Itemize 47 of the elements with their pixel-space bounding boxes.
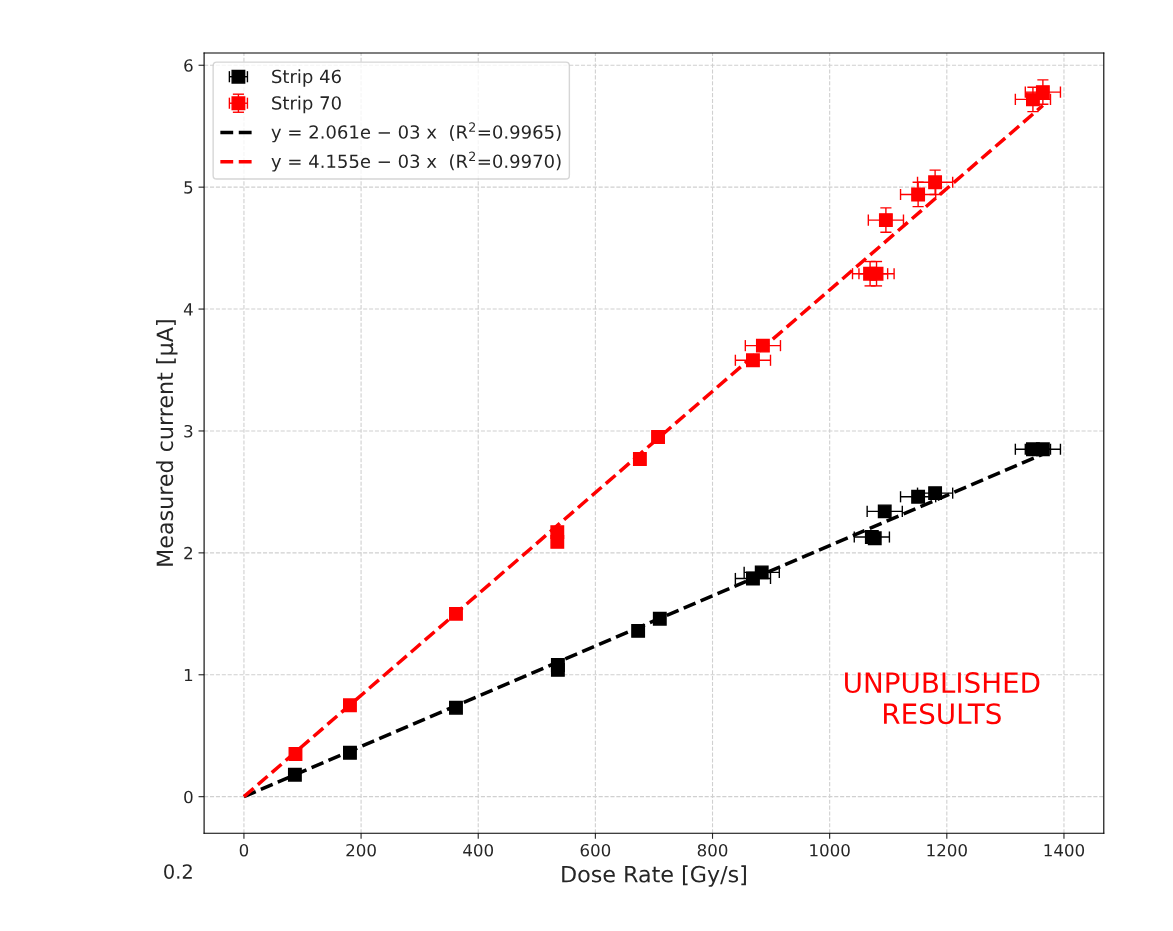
legend-label: Strip 46 <box>272 69 341 87</box>
point <box>928 175 943 190</box>
point <box>869 266 884 281</box>
y-tick-label: 1 <box>184 668 193 682</box>
point <box>288 747 303 761</box>
y-tick-label: 4 <box>183 303 193 316</box>
point <box>877 504 892 519</box>
x-tick-label: 200 <box>346 843 376 857</box>
y-axis-title: Measured current [μA] <box>156 320 178 566</box>
text: 0.2 <box>164 864 192 879</box>
x-tick-label: 1200 <box>927 843 967 857</box>
point <box>651 430 665 445</box>
y-tick-label: 5 <box>184 181 193 194</box>
point <box>878 213 893 228</box>
legend-label: y = 4.155e − 03 x (R$^{2}$=0.9970) <box>271 151 561 172</box>
legend-label: Strip 70 <box>272 95 341 114</box>
point <box>755 338 770 353</box>
point <box>911 187 926 202</box>
point <box>928 486 943 501</box>
x-tick-label: 1000 <box>810 843 850 857</box>
point <box>632 452 647 466</box>
point <box>343 698 357 713</box>
point <box>287 767 302 782</box>
annotation: UNPUBLISHED RESULTS <box>845 672 1040 725</box>
x-tick-label: 0 <box>239 843 249 857</box>
point <box>1035 442 1050 457</box>
y-tick-label: 6 <box>184 59 193 72</box>
point <box>550 658 565 672</box>
point <box>1035 85 1050 100</box>
y-tick-label: 3 <box>184 424 193 438</box>
point <box>631 623 646 638</box>
y-tick-label: 0 <box>184 790 193 804</box>
x-tick-label: 400 <box>463 843 494 857</box>
point <box>745 353 760 368</box>
point <box>754 565 769 580</box>
point <box>550 534 565 549</box>
legend-label: y = 2.061e − 03 x (R$^{2}$=0.9965) <box>271 122 561 143</box>
x-tick-label: 1400 <box>1044 843 1085 857</box>
point <box>343 745 357 760</box>
y-tick-label: 2 <box>184 546 193 560</box>
point <box>449 606 463 621</box>
x-tick-label: 800 <box>697 843 728 857</box>
x-tick-label: 600 <box>580 843 611 857</box>
point <box>449 700 463 715</box>
point <box>652 611 667 626</box>
x-axis-title: Dose Rate [Gy/s] <box>562 865 746 887</box>
point <box>911 489 926 504</box>
